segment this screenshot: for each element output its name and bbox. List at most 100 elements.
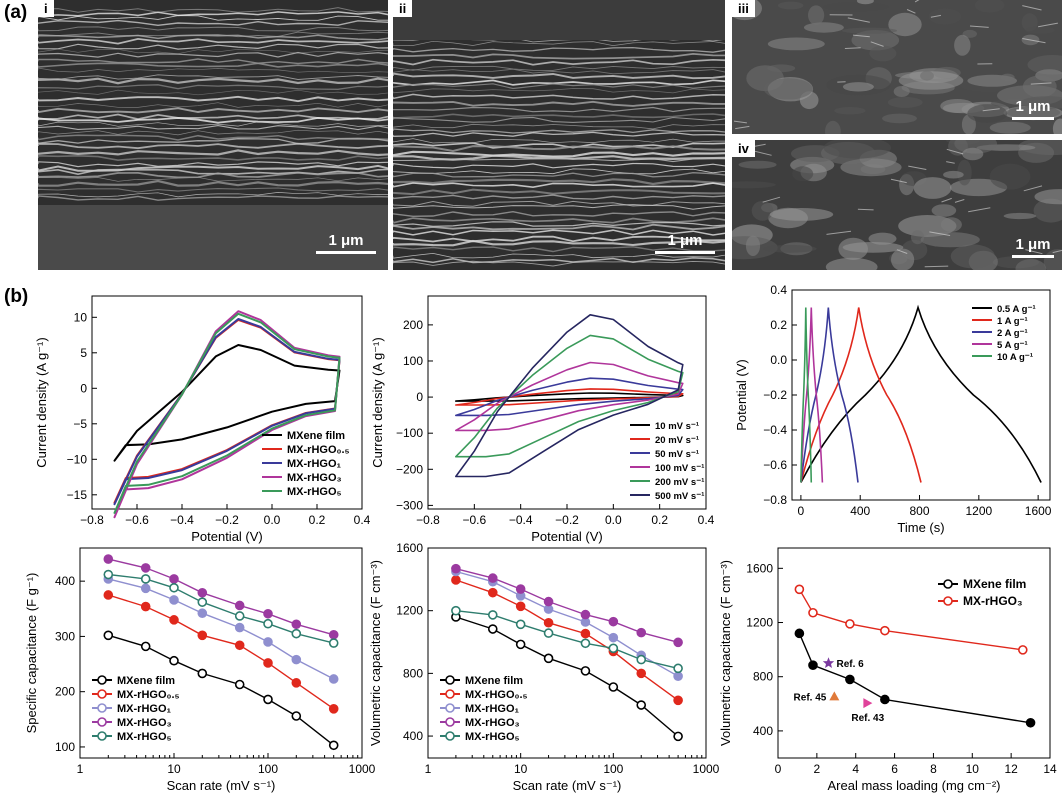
reference-marker (829, 691, 840, 701)
y-tick-label: 1200 (746, 616, 773, 630)
x-tick-label: −0.2 (215, 513, 239, 527)
cv-curve (455, 334, 684, 458)
legend-label: 2 A g⁻¹ (997, 328, 1028, 339)
cv-chart-1: −0.8 −0.6 −0.4 −0.2 0.0 0.2 0.4 −15 −10 −5 0 5 10 Pot… (34, 295, 371, 544)
y-tick-label: −5 (73, 417, 87, 431)
legend-label: MX-rHGO₃ (117, 717, 172, 729)
y-tick-label: −300 (396, 498, 423, 512)
data-point (169, 595, 179, 605)
x-axis-label: Scan rate (mV s⁻¹) (513, 778, 622, 793)
x-tick-label: 400 (850, 504, 870, 518)
y-tick-label: 0 (80, 381, 87, 395)
x-tick-label: 0.0 (605, 513, 622, 527)
legend-label: MX-rHGO₁ (117, 703, 172, 715)
y-tick-label: −0.6 (763, 458, 787, 472)
data-point (197, 630, 208, 641)
data-point (140, 601, 151, 612)
data-point (169, 574, 179, 584)
y-axis-label: Volumetric capacitance (F cm⁻³) (718, 560, 733, 746)
x-tick-label: 0.4 (698, 513, 715, 527)
gcd-curve (800, 304, 1042, 483)
data-point (291, 619, 302, 630)
y-tick-label: 400 (403, 729, 423, 743)
legend-label: MX-rHGO₃ (287, 472, 342, 484)
data-point (169, 582, 179, 593)
data-point (103, 630, 114, 641)
scale-bar-label: 1 μm (1015, 98, 1051, 115)
scale-bar: 1 μm (1012, 98, 1054, 120)
data-point (608, 682, 619, 692)
legend-marker (445, 689, 455, 699)
data-point (140, 574, 151, 584)
reference-label: Ref. 45 (794, 692, 827, 703)
legend-marker (943, 579, 953, 589)
legend-label: 5 A g⁻¹ (997, 340, 1028, 351)
reference-marker (822, 657, 835, 668)
sem-image-iii: iii 1 μm (732, 0, 1062, 134)
data-point (140, 641, 151, 652)
x-tick-label: 0 (775, 762, 782, 776)
sem-label: iii (732, 0, 755, 17)
x-tick-label: 10 (167, 762, 181, 776)
y-tick-label: 0 (416, 390, 423, 404)
y-tick-label: 1600 (746, 561, 773, 575)
data-point (580, 666, 591, 676)
data-point (197, 587, 208, 598)
x-axis-label: Time (s) (897, 520, 944, 535)
legend-label: 1 A g⁻¹ (997, 316, 1028, 327)
reference-marker (863, 698, 873, 709)
y-axis-label: Specific capacitance (F g⁻¹) (24, 573, 39, 734)
data-point (328, 674, 339, 684)
legend-marker (445, 675, 455, 685)
x-tick-label: 800 (910, 504, 930, 518)
x-tick-label: 1600 (1025, 504, 1052, 518)
data-point (291, 678, 302, 688)
legend-label: MX-rHGO₀.₅ (117, 689, 180, 701)
y-tick-label: −200 (396, 462, 423, 476)
data-point (487, 587, 498, 598)
sem-texture (732, 140, 1062, 270)
data-point (794, 628, 805, 639)
scale-bar-label: 1 μm (667, 232, 703, 249)
data-point (263, 618, 273, 629)
legend-label: 10 mV s⁻¹ (655, 421, 699, 432)
gcd-curve (800, 307, 859, 483)
x-tick-label: 6 (891, 762, 898, 776)
x-tick-label: −0.8 (80, 513, 104, 527)
sem-label: iv (732, 140, 755, 157)
data-point (291, 628, 302, 639)
x-tick-label: −0.8 (416, 513, 440, 527)
y-tick-label: −10 (67, 452, 88, 466)
data-point (845, 619, 855, 629)
legend-label: MX-rHGO₃ (963, 594, 1023, 608)
reference-label: Ref. 43 (851, 713, 884, 724)
data-point (515, 584, 526, 594)
data-point (451, 563, 461, 574)
data-point (543, 596, 554, 607)
data-point (845, 674, 855, 685)
legend-label: 10 A g⁻¹ (997, 352, 1033, 363)
scale-bar-label: 1 μm (1015, 236, 1051, 253)
data-point (263, 658, 273, 668)
data-point (197, 597, 208, 607)
data-point (636, 700, 647, 710)
data-point (328, 740, 339, 751)
series-line (455, 579, 679, 701)
reference-label: Ref. 6 (837, 659, 865, 670)
y-tick-label: 400 (55, 574, 75, 588)
y-axis-label: Potential (V) (734, 359, 749, 431)
y-tick-label: −0.2 (763, 388, 787, 402)
data-point (580, 638, 591, 649)
data-point (515, 639, 526, 650)
data-point (234, 622, 245, 633)
plot-frame (777, 547, 1051, 759)
sem-texture (38, 0, 388, 270)
data-point (673, 663, 683, 674)
legend-marker (445, 731, 455, 741)
gcd-chart: 0 400 800 1200 1600 −0.8 −0.6 −0.4 −0.2 0.0 0.2 0.4… (734, 283, 1052, 535)
cv-chart-2: −0.8 −0.6 −0.4 −0.2 0.0 0.2 0.4 −300 −200 −100 0 10… (370, 295, 715, 544)
data-point (487, 573, 498, 583)
data-point (543, 653, 554, 664)
x-tick-label: 14 (1043, 762, 1057, 776)
